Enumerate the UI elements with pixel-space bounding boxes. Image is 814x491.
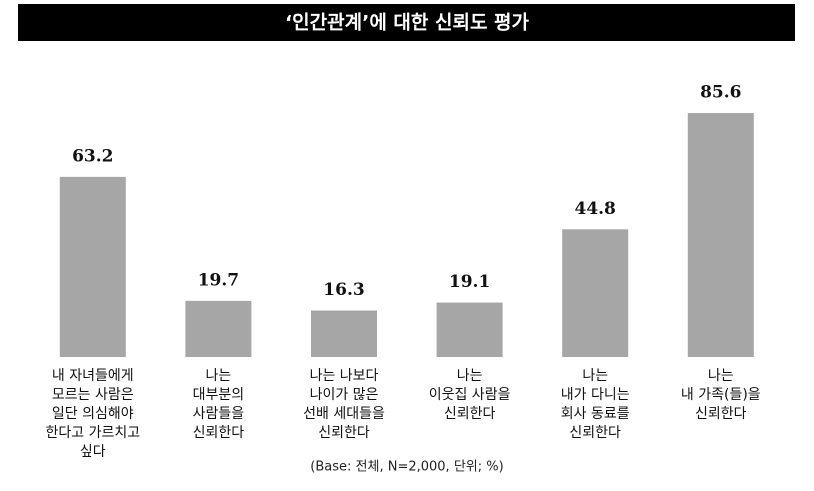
x-tick-label-line: 내가 다니는 bbox=[561, 387, 630, 403]
x-tick-label-line: 신뢰한다 bbox=[193, 425, 245, 441]
x-tick-label-line: 사람들을 bbox=[193, 406, 245, 422]
x-tick-label-line: 대부분의 bbox=[193, 387, 245, 403]
bar bbox=[185, 300, 252, 357]
x-tick-label-line: 이웃집 사람을 bbox=[429, 387, 511, 403]
x-tick-label-line: 나는 bbox=[582, 368, 608, 384]
bar bbox=[59, 176, 126, 357]
value-label: 19.7 bbox=[198, 270, 239, 290]
value-label: 85.6 bbox=[700, 83, 741, 103]
title-banner bbox=[18, 4, 795, 41]
x-tick-label-line: 나는 나보다 bbox=[310, 368, 379, 384]
value-label: 19.1 bbox=[449, 272, 490, 292]
bar bbox=[687, 113, 754, 357]
x-tick-label-line: 신뢰한다 bbox=[318, 425, 370, 441]
x-tick-label-line: 회사 동료를 bbox=[561, 406, 630, 422]
x-tick-label-line: 내 가족(들)을 bbox=[681, 387, 761, 403]
x-tick-label-line: 나는 bbox=[206, 368, 232, 384]
value-label: 63.2 bbox=[72, 146, 113, 166]
x-tick-label-line: 모르는 사람은 bbox=[52, 387, 134, 403]
x-tick-label-line: 일단 의심해야 bbox=[52, 406, 134, 422]
x-tick-label-line: 한다고 가르치고 bbox=[45, 425, 140, 441]
x-tick-label-line: 선배 세대들을 bbox=[303, 406, 385, 422]
x-tick-label-line: 나이가 많은 bbox=[310, 387, 379, 403]
bar bbox=[436, 302, 503, 357]
x-tick-label-line: 내 자녀들에게 bbox=[52, 368, 134, 384]
x-tick-label-line: 신뢰한다 bbox=[569, 425, 621, 441]
bar bbox=[562, 229, 629, 357]
x-tick-label-line: 신뢰한다 bbox=[695, 406, 747, 422]
footnote: (Base: 전체, N=2,000, 단위; %) bbox=[310, 460, 503, 475]
chart-title: ‘인간관계’에 대한 신뢰도 평가 bbox=[285, 12, 530, 34]
x-tick-label-line: 싶다 bbox=[80, 444, 106, 460]
x-tick-label-line: 나는 bbox=[708, 368, 734, 384]
value-label: 44.8 bbox=[574, 199, 615, 219]
x-tick-label-line: 신뢰한다 bbox=[444, 406, 496, 422]
x-tick-label-line: 나는 bbox=[457, 368, 483, 384]
value-label: 16.3 bbox=[323, 280, 364, 300]
bar bbox=[311, 310, 377, 357]
